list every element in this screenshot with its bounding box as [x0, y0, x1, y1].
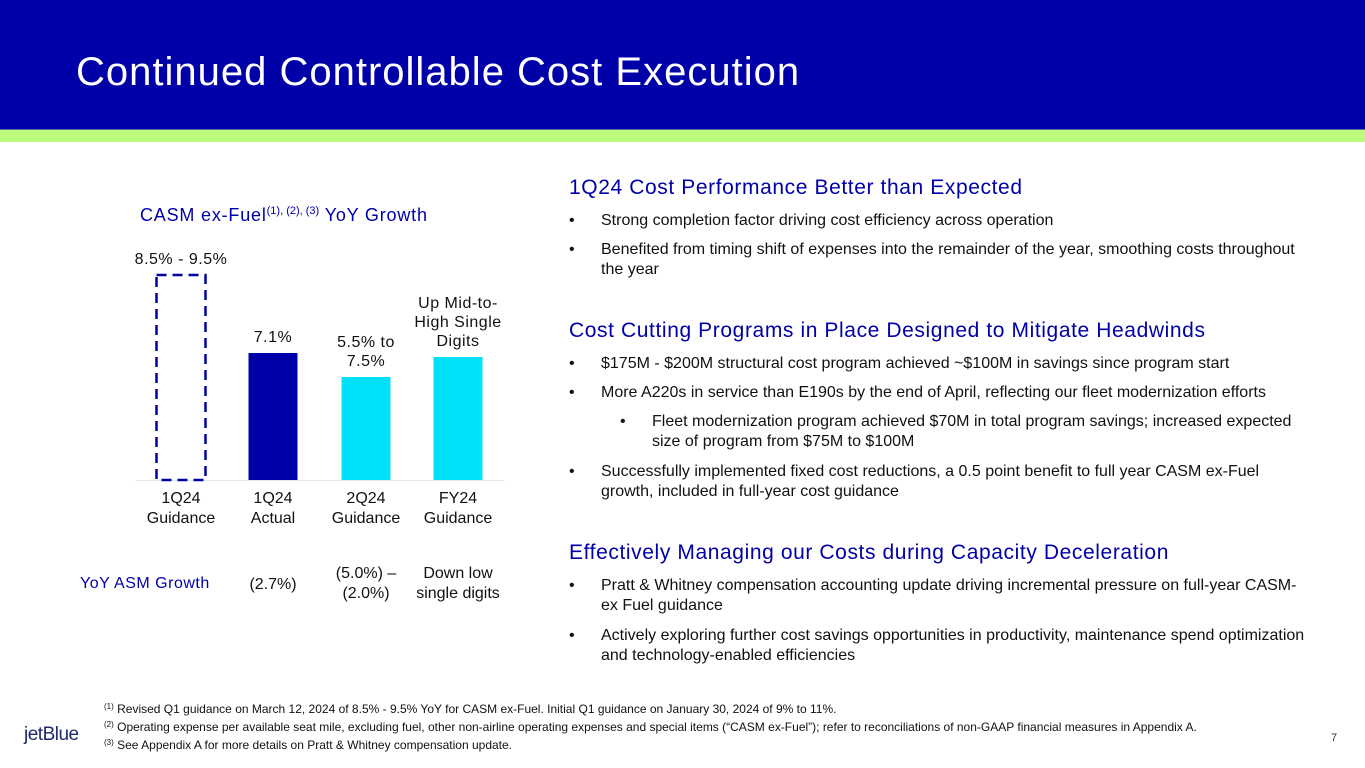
bullet-item: • Pratt & Whitney compensation accounting…: [569, 576, 1309, 616]
x-tick-label-line: Guidance: [146, 510, 216, 527]
bullet-item: • $175M - $200M structural cost program a…: [569, 354, 1309, 374]
footnote-marker: (2): [104, 720, 114, 729]
bullet-text: Successfully implemented fixed cost redu…: [601, 463, 1260, 500]
bullet-item: • Actively exploring further cost savings…: [569, 626, 1309, 666]
asm-value-line: Down low: [423, 565, 493, 582]
bullet-text: More A220s in service than E190s by the …: [601, 384, 1266, 401]
bullet-icon: •: [569, 627, 575, 644]
bar-fy24-guidance: [433, 357, 483, 480]
asm-value: (2.7%): [218, 575, 328, 595]
footnote-text: Revised Q1 guidance on March 12, 2024 of…: [113, 702, 837, 716]
slide-header: Continued Controllable Cost Execution: [0, 0, 1365, 130]
asm-value-line: (5.0%) –: [335, 565, 397, 582]
bullet-item: • Successfully implemented fixed cost red…: [569, 462, 1309, 502]
bar-value-label-line: 7.5%: [346, 353, 386, 370]
x-tick-label: 1Q24 Guidance: [131, 489, 231, 529]
bar-value-label-line: Up Mid-to-: [418, 295, 498, 312]
chart-title: CASM ex-Fuel(1), (2), (3) YoY Growth: [140, 205, 428, 226]
x-tick-label: FY24 Guidance: [408, 489, 508, 529]
bullet-text: Fleet modernization program achieved $70…: [652, 413, 1292, 450]
section-heading: Cost Cutting Programs in Place Designed …: [569, 319, 1206, 342]
footnote-text: Operating expense per available seat mil…: [113, 720, 1197, 734]
slide-title: Continued Controllable Cost Execution: [76, 50, 801, 94]
footnote: (3) See Appendix A for more details on P…: [104, 735, 1197, 753]
bar-value-label-line: Digits: [436, 333, 480, 350]
x-tick-label-line: 1Q24: [161, 490, 201, 507]
asm-value-line: (2.0%): [342, 585, 390, 602]
asm-value-line: single digits: [416, 585, 500, 602]
asm-value: (5.0%) – (2.0%): [311, 564, 421, 604]
bar-value-label-line: High Single: [414, 314, 502, 331]
bar-value-label: 5.5% to 7.5%: [306, 333, 426, 371]
bullet-text: Pratt & Whitney compensation accounting …: [601, 577, 1297, 614]
bullet-item: • Benefited from timing shift of expenses…: [569, 240, 1309, 280]
bullet-icon: •: [569, 463, 575, 480]
footnote-marker: (1): [104, 702, 114, 711]
x-tick-label-line: FY24: [438, 490, 478, 507]
x-tick-label: 1Q24 Actual: [223, 489, 323, 529]
jetblue-logo: jetBlue: [24, 724, 79, 745]
bullet-item: • Strong completion factor driving cost e…: [569, 211, 1309, 231]
x-tick-label: 2Q24 Guidance: [316, 489, 416, 529]
bullet-text: Benefited from timing shift of expenses …: [601, 241, 1295, 278]
bar-1q24-actual: [248, 353, 298, 480]
chart-title-suffix: YoY Growth: [324, 205, 428, 225]
bullet-item: • More A220s in service than E190s by the…: [569, 383, 1309, 403]
asm-value-line: (2.7%): [249, 576, 297, 593]
footnote-marker: (3): [104, 738, 114, 747]
section-heading: Effectively Managing our Costs during Ca…: [569, 541, 1169, 564]
bullet-icon: •: [569, 384, 575, 401]
bullet-text: Actively exploring further cost savings …: [601, 627, 1305, 664]
bullet-icon: •: [620, 413, 626, 430]
bar-value-label-line: 5.5% to: [337, 334, 395, 351]
x-tick-label-line: Actual: [250, 510, 296, 527]
bar-2q24-guidance: [341, 377, 391, 480]
bullet-icon: •: [569, 577, 575, 594]
x-tick-label-line: 1Q24: [253, 490, 293, 507]
sub-bullet-item: • Fleet modernization program achieved $7…: [620, 412, 1310, 452]
bar-chart: [135, 273, 505, 482]
x-tick-label-line: Guidance: [423, 510, 493, 527]
footnote: (1) Revised Q1 guidance on March 12, 202…: [104, 699, 1197, 717]
bullet-text: $175M - $200M structural cost program ac…: [601, 355, 1230, 372]
footnotes: (1) Revised Q1 guidance on March 12, 202…: [104, 699, 1197, 753]
x-tick-label-line: Guidance: [331, 510, 401, 527]
section-heading: 1Q24 Cost Performance Better than Expect…: [569, 176, 1023, 199]
footnote-text: See Appendix A for more details on Pratt…: [113, 738, 513, 752]
bar-value-label: Up Mid-to- High Single Digits: [398, 294, 518, 351]
asm-row-label: YoY ASM Growth: [80, 575, 210, 592]
bullet-icon: •: [569, 212, 575, 229]
bullet-icon: •: [569, 241, 575, 258]
bullet-icon: •: [569, 355, 575, 372]
x-tick-label-line: 2Q24: [346, 490, 386, 507]
asm-value: Down low single digits: [403, 564, 513, 604]
footnote: (2) Operating expense per available seat…: [104, 717, 1197, 735]
bar-1q24-guidance: [155, 273, 207, 482]
chart-title-superscript: (1), (2), (3): [266, 205, 320, 217]
bullet-text: Strong completion factor driving cost ef…: [601, 212, 1054, 229]
bar-value-label-line: 8.5% - 9.5%: [134, 251, 228, 268]
chart-title-main: CASM ex-Fuel: [140, 205, 267, 225]
bar-value-label-line: 7.1%: [253, 329, 293, 346]
bar-value-label: 7.1%: [213, 328, 333, 347]
page-number: 7: [1331, 732, 1338, 744]
accent-bar: [0, 130, 1365, 142]
bar-value-label: 8.5% - 9.5%: [121, 250, 241, 269]
